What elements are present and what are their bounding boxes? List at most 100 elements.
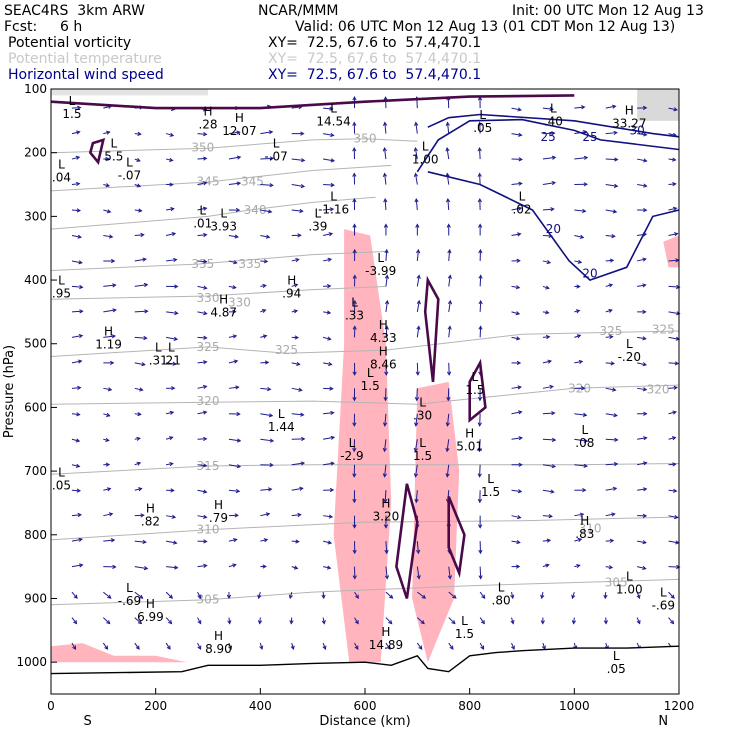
wind-vector-133 — [260, 131, 273, 135]
wind-vector-head-19 — [73, 594, 78, 599]
wind-vector-120 — [228, 360, 238, 364]
extrema-marker-20: L — [351, 296, 358, 310]
wind-vector-head-120 — [233, 359, 239, 364]
wind-vector-head-65 — [135, 645, 140, 650]
wind-vector-109 — [197, 642, 202, 650]
wind-vector-425 — [668, 285, 680, 288]
extrema-value-26: 1.5 — [361, 379, 380, 393]
wind-vector-head-272 — [447, 299, 453, 305]
wind-vector-98 — [197, 361, 207, 364]
theta-label-330-1: 330 — [228, 295, 251, 309]
wind-vector-192 — [323, 515, 333, 518]
wind-vector-63 — [134, 591, 143, 599]
wind-vector-head-87 — [166, 645, 171, 650]
extrema-marker-49: L — [613, 649, 620, 663]
wind-vector-head-302 — [478, 524, 483, 529]
extrema-marker-22: H — [104, 324, 113, 338]
wind-vector-head-365 — [583, 438, 589, 443]
wind-vector-head-215 — [352, 549, 357, 555]
wind-vector-12 — [71, 413, 80, 416]
wind-vector-head-300 — [477, 473, 482, 478]
wind-vector-head-290 — [477, 197, 483, 203]
theta-label-325-2: 325 — [600, 324, 623, 338]
wind-vector-19 — [71, 591, 78, 599]
x-tick-label-4: 800 — [458, 699, 481, 713]
extrema-marker-1: H — [203, 105, 212, 119]
pv-contour-1 — [423, 275, 440, 383]
wind-vector-378 — [605, 209, 617, 213]
wind-vector-141 — [260, 335, 267, 338]
wind-vector-182 — [323, 258, 332, 262]
wind-vector-head-40 — [112, 564, 117, 569]
wind-vector-head-17 — [78, 537, 83, 542]
wind-vector-head-354 — [583, 155, 589, 160]
wind-vector-head-276 — [445, 422, 450, 427]
wind-vector-head-223 — [382, 172, 388, 177]
wind-vector-head-115 — [234, 234, 239, 239]
wind-vector-head-332 — [551, 155, 557, 160]
upper-left-shading — [51, 89, 208, 96]
wind-vector-head-256 — [413, 473, 419, 478]
wind-vector-head-401 — [642, 232, 648, 237]
wind-label-20-1: 20 — [582, 267, 597, 281]
y-tick-label-7: 800 — [24, 528, 47, 542]
wind-vector-head-245 — [413, 172, 419, 177]
wind-vector-head-246 — [414, 197, 419, 203]
wind-vector-head-366 — [583, 463, 588, 468]
wind-vector-head-180 — [329, 207, 335, 212]
extrema-marker-28: L — [626, 337, 633, 351]
field-title-pv: Potential vorticity — [8, 35, 132, 51]
wind-vector-head-102 — [202, 463, 208, 468]
wind-vector-138 — [260, 260, 268, 263]
wind-vector-336 — [542, 260, 551, 264]
wind-vector-head-56 — [137, 412, 142, 417]
wind-vector-head-175 — [290, 645, 295, 651]
wind-vector-head-10 — [77, 359, 83, 364]
wind-vector-50 — [134, 258, 146, 262]
wind-vector-399 — [637, 184, 647, 187]
wind-vector-248 — [416, 249, 419, 261]
wind-vector-head-133 — [268, 130, 274, 135]
extrema-value-18: .94 — [282, 286, 301, 300]
wind-vector-head-254 — [414, 422, 419, 427]
wind-vector-head-135 — [269, 183, 274, 188]
extrema-marker-26: L — [367, 366, 374, 380]
wind-vector-head-71 — [171, 232, 177, 237]
wind-vector-433 — [668, 489, 677, 492]
wind-vector-head-219 — [354, 645, 359, 650]
wind-vector-237 — [385, 541, 388, 554]
wind-vector-411 — [637, 488, 647, 491]
wind-vector-371 — [571, 591, 575, 599]
wind-vector-head-318 — [516, 360, 522, 366]
wind-vector-272 — [448, 300, 451, 312]
extrema-value-3: 14.54 — [316, 114, 350, 128]
wind-vector-head-62 — [143, 566, 149, 571]
wind-vector-11 — [71, 387, 81, 389]
wind-vector-head-429 — [673, 385, 678, 390]
wind-vector-head-134 — [269, 156, 275, 161]
extrema-marker-8: L — [58, 158, 65, 172]
wind-vector-74 — [166, 311, 178, 314]
wind-vector-head-83 — [173, 540, 178, 545]
extrema-marker-32: L — [581, 423, 588, 437]
wind-vector-head-49 — [140, 232, 145, 238]
wind-vector-189 — [323, 436, 335, 440]
wind-vector-38 — [103, 513, 113, 517]
wind-vector-head-148 — [265, 512, 271, 517]
wind-vector-186 — [323, 362, 332, 366]
wind-vector-234 — [384, 464, 387, 477]
wind-vector-head-221 — [382, 121, 388, 126]
wind-vector-head-379 — [611, 233, 616, 239]
wind-vector-head-199 — [352, 121, 357, 126]
wind-vector-265 — [446, 122, 450, 134]
wind-vector-head-372 — [571, 620, 577, 625]
wind-vector-282 — [448, 566, 451, 579]
wind-vector-405 — [637, 336, 646, 340]
wind-vector-head-136 — [267, 209, 273, 214]
wind-vector-252 — [416, 362, 419, 375]
wind-vector-head-224 — [383, 197, 388, 203]
wind-vector-53 — [134, 336, 147, 339]
theta-label-320-2: 320 — [647, 383, 670, 397]
wind-vector-177 — [323, 133, 334, 136]
x-tick-label-5: 1000 — [559, 699, 590, 713]
